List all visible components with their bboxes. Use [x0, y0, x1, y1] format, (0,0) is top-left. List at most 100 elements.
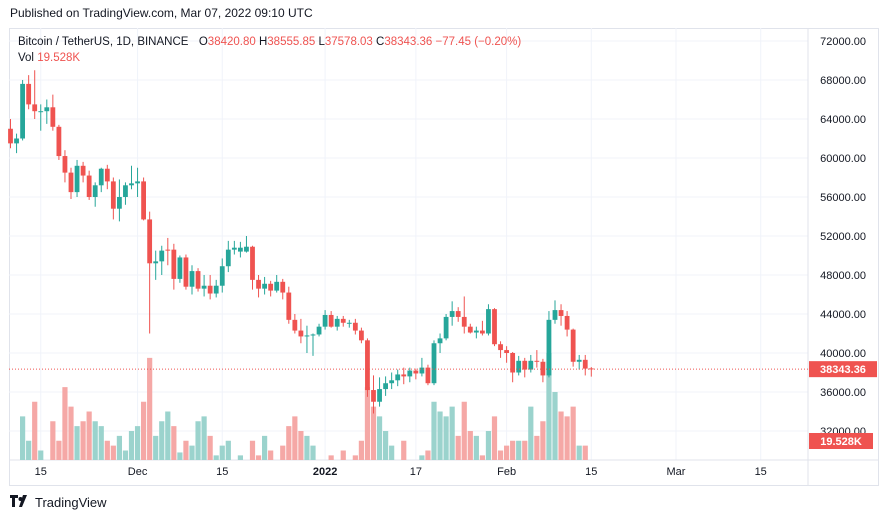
x-tick-label: 15	[216, 466, 228, 478]
candle-body	[225, 249, 231, 267]
candle-body	[129, 183, 134, 186]
open-label: O	[198, 36, 208, 48]
candle-body	[371, 390, 376, 402]
candle-body	[74, 165, 80, 193]
candle-body	[207, 285, 213, 294]
axis-price-labels: 38343.36 19.528K	[809, 361, 877, 449]
volume-bars	[20, 353, 588, 460]
high-label: H	[258, 36, 268, 48]
candle-body	[153, 261, 159, 264]
volume-bar	[141, 401, 147, 460]
candle-body	[401, 374, 407, 377]
volume-bar	[80, 421, 86, 460]
candle-body	[80, 165, 86, 176]
open-value: 38420.80	[207, 36, 256, 48]
candle-body	[582, 359, 588, 369]
candle-body	[540, 361, 546, 376]
x-tick-label: 2022	[313, 466, 337, 478]
close-label: C	[376, 36, 385, 48]
candle-body	[135, 181, 140, 184]
candle-body	[359, 330, 364, 341]
volume-bar	[122, 450, 129, 460]
candle-body	[413, 370, 419, 374]
x-tick-label: 15	[755, 466, 767, 478]
candle-body	[159, 250, 165, 262]
symbol-name: Bitcoin / TetherUS, 1D, BINANCE	[18, 36, 189, 48]
y-tick-label: 48000.00	[820, 270, 866, 282]
volume-badge	[809, 433, 873, 449]
volume-bar	[262, 435, 268, 460]
candle-body	[98, 168, 104, 186]
volume-bar	[68, 406, 74, 460]
candle-body	[552, 310, 558, 320]
candle-body	[461, 316, 467, 327]
symbol-legend: Bitcoin / TetherUS, 1D, BINANCE O38420.8…	[18, 36, 521, 48]
candle-body	[50, 107, 56, 127]
volume-bar	[298, 431, 304, 460]
last-price-text: 38343.36	[820, 364, 866, 376]
y-tick-label: 52000.00	[820, 231, 866, 243]
volume-bar	[286, 426, 292, 460]
high-value: 38555.85	[267, 36, 316, 48]
candle-body	[117, 197, 122, 209]
candle-body	[346, 322, 352, 324]
volume-bar	[389, 445, 395, 460]
candle-body	[195, 271, 201, 289]
volume-bar	[237, 455, 243, 460]
candle-body	[292, 319, 298, 331]
x-tick-label: Dec	[128, 466, 148, 478]
candle-body	[377, 389, 382, 402]
volume-bar	[576, 445, 582, 460]
candle-body	[365, 340, 370, 391]
candlesticks	[8, 70, 594, 414]
candle-body	[431, 343, 437, 384]
volume-bar	[479, 455, 485, 460]
candle-body	[352, 322, 358, 331]
volume-bar	[62, 387, 68, 460]
volume-bar	[20, 416, 26, 460]
candle-body	[570, 329, 576, 362]
volume-bar	[552, 392, 558, 460]
change-value: −77.45 (−0.20%)	[435, 36, 522, 48]
volume-bar	[165, 411, 171, 460]
candle-body	[522, 360, 528, 370]
chart-frame[interactable]	[9, 28, 879, 486]
candle-body	[56, 126, 62, 157]
volume-bar	[98, 426, 104, 460]
candle-body	[104, 168, 110, 182]
volume-bar	[201, 416, 207, 460]
volume-bar	[104, 440, 110, 460]
volume-bar	[473, 435, 479, 460]
candle-body	[165, 249, 171, 251]
volume-bar	[358, 440, 364, 460]
volume-bar	[370, 406, 377, 460]
volume-bar	[364, 387, 371, 460]
candle-body	[244, 246, 249, 252]
volume-bar	[352, 455, 358, 460]
candle-body	[213, 285, 219, 294]
candle-body	[14, 138, 19, 144]
candle-body	[141, 181, 146, 220]
volume-bar	[455, 435, 461, 460]
y-tick-label: 64000.00	[820, 114, 866, 126]
candle-body	[383, 383, 388, 390]
volume-bar	[183, 440, 189, 460]
candle-body	[274, 281, 280, 291]
volume-bar	[153, 435, 159, 460]
candle-body	[498, 344, 503, 351]
candle-body	[38, 111, 44, 113]
time-axis: 15 Dec 15 2022 17 Feb 15 Mar 15	[35, 466, 767, 478]
volume-bar	[376, 416, 383, 460]
volume-bar	[255, 455, 262, 460]
x-tick-label: 15	[35, 466, 47, 478]
volume-bar	[219, 445, 225, 460]
candle-body	[298, 330, 304, 337]
volume-bar	[504, 445, 510, 460]
volume-legend: Vol 19.528K	[18, 52, 80, 64]
candle-body	[123, 185, 128, 197]
volume-bar	[510, 440, 516, 460]
footer-brand[interactable]: TradingView	[10, 495, 107, 510]
volume-bar	[268, 450, 274, 460]
candle-body	[425, 367, 431, 384]
